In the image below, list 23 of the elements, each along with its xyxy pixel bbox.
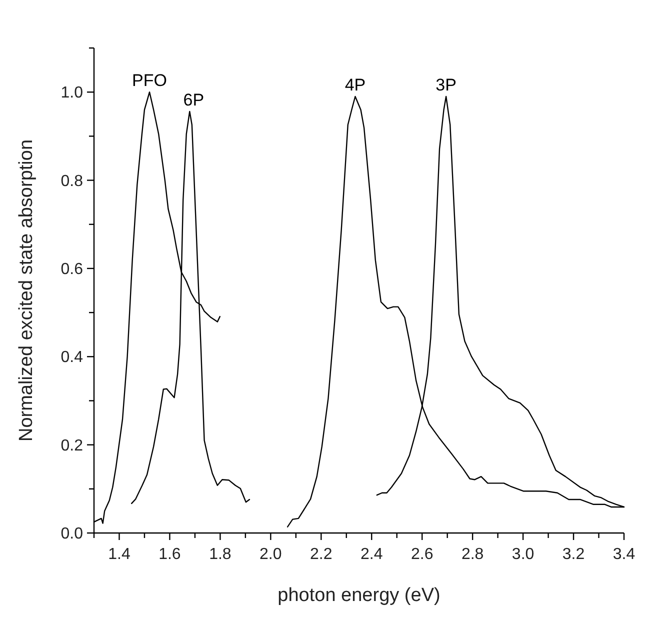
series-label: 6P: [183, 90, 204, 110]
series-label: PFO: [132, 71, 167, 90]
x-tick-label: 3.4: [612, 546, 636, 563]
x-axis-title: photon energy (eV): [278, 585, 440, 606]
x-tick-label: 2.8: [461, 546, 484, 563]
series-label: 3P: [436, 76, 456, 94]
y-tick-label: 1.0: [60, 84, 84, 102]
x-tick-label: 2.6: [410, 546, 434, 563]
y-tick-label: 0.4: [60, 349, 84, 366]
x-tick-label: 2.0: [260, 546, 282, 563]
x-tick-label: 2.4: [360, 546, 383, 563]
y-tick-label: 0.0: [60, 526, 84, 542]
x-tick-label: 1.4: [108, 546, 130, 563]
y-tick-label: 0.6: [60, 260, 84, 278]
y-tick-label: 0.8: [60, 172, 84, 190]
x-tick-label: 2.2: [310, 546, 332, 563]
y-axis-title: Normalized excited state absorption: [16, 139, 37, 442]
y-tick-label: 0.2: [60, 437, 84, 454]
x-tick-label: 1.8: [209, 546, 232, 563]
series-label: 4P: [344, 76, 366, 94]
x-tick-label: 3.0: [512, 546, 534, 563]
x-tick-label: 1.6: [158, 546, 181, 563]
x-tick-label: 3.2: [562, 546, 585, 563]
